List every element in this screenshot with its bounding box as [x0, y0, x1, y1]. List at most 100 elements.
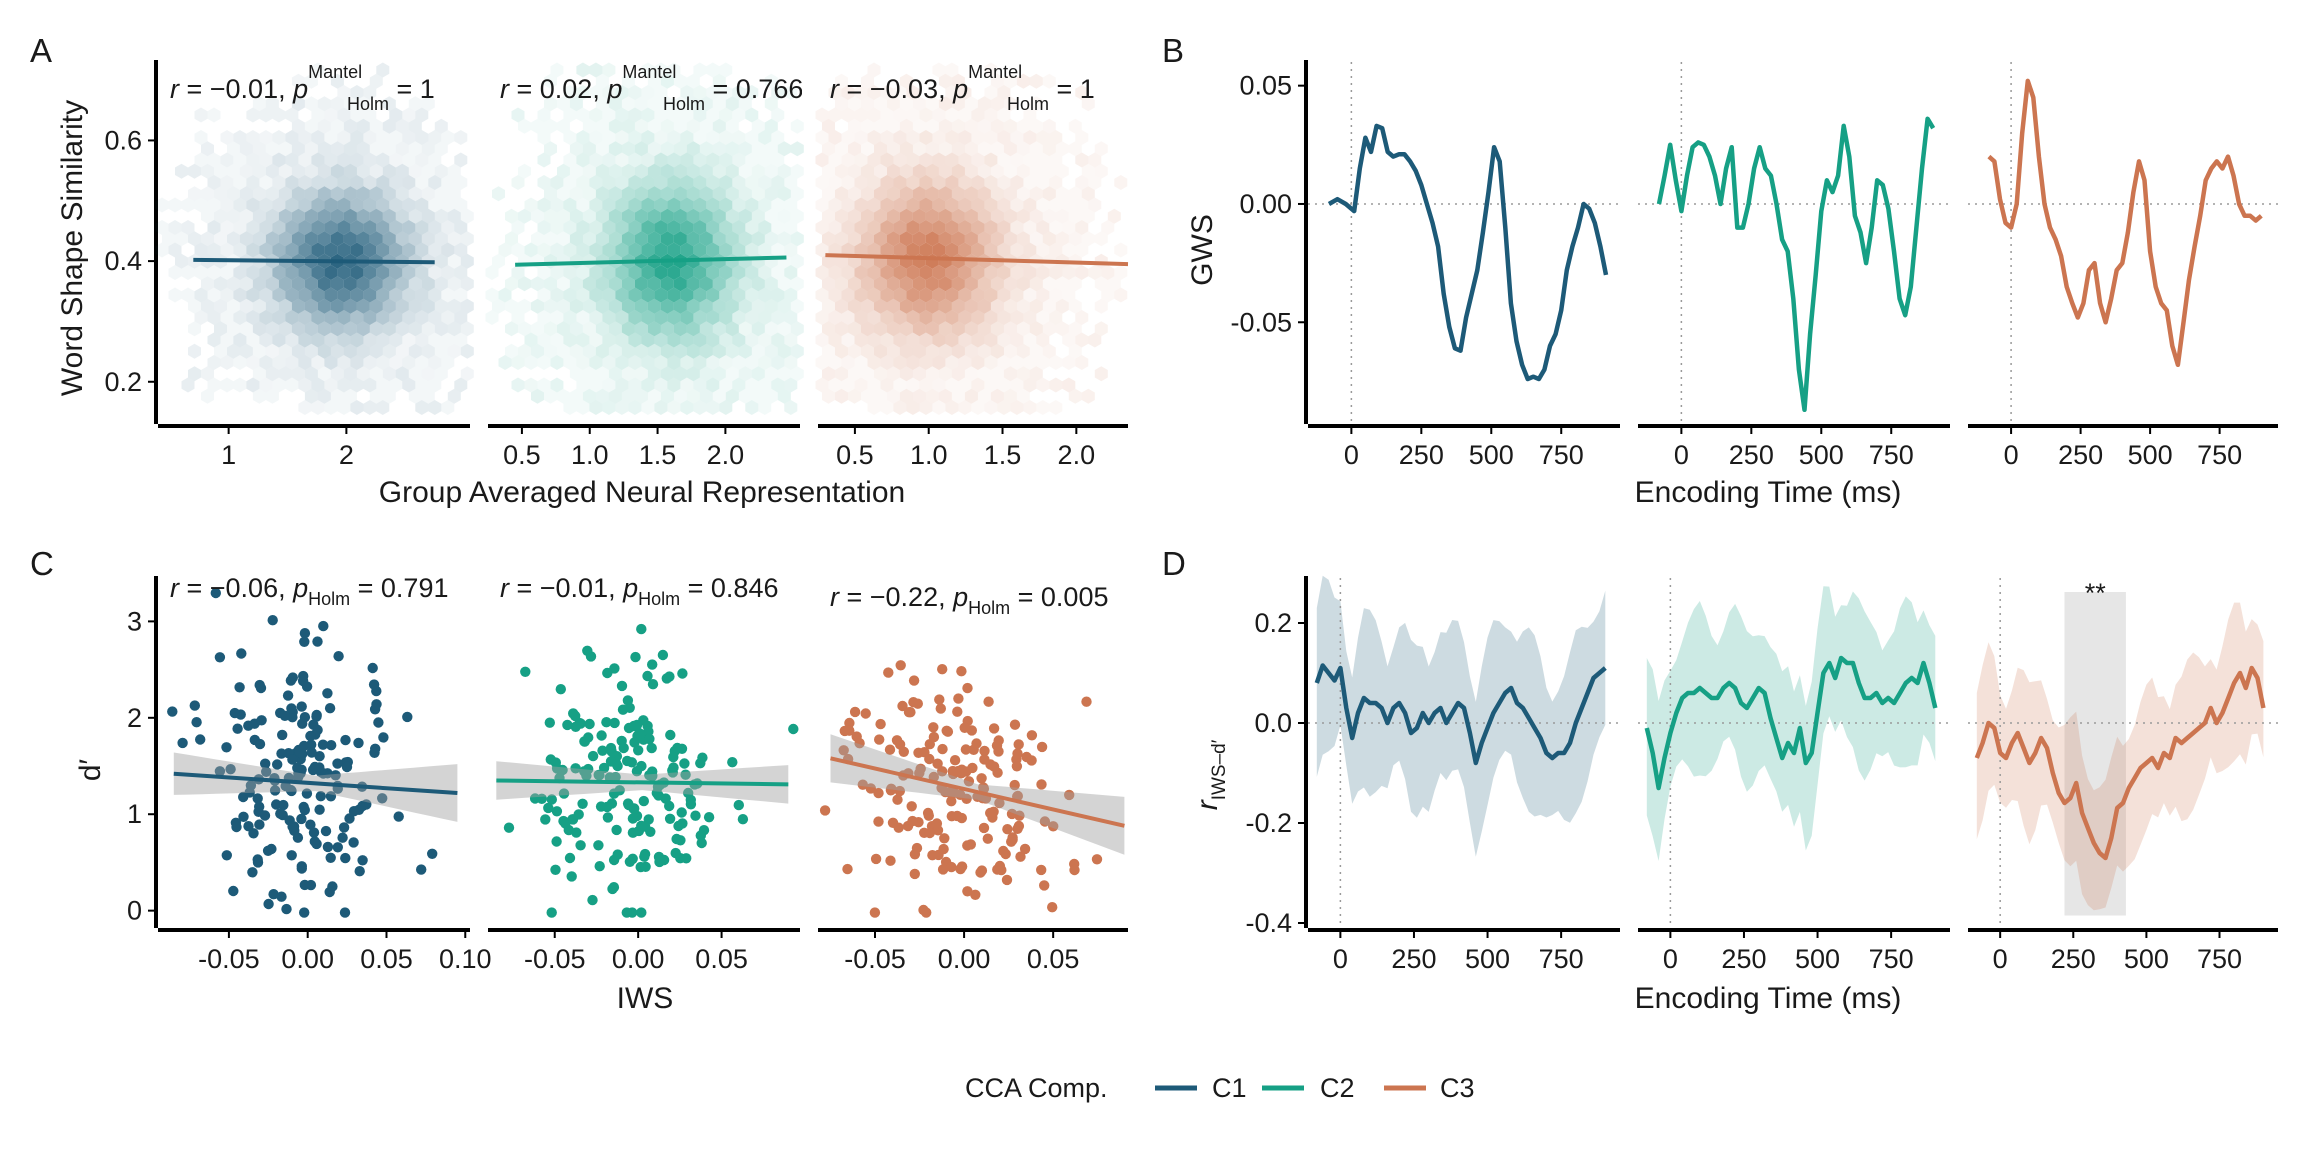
- hexbin-cell: [454, 265, 468, 280]
- hexbin-cell: [815, 287, 829, 303]
- hexbin-cell: [278, 366, 292, 382]
- hexbin-cell: [285, 265, 299, 280]
- hexbin-cell: [951, 96, 965, 112]
- hexbin-cell: [751, 231, 765, 247]
- panel-a-x-tick-label: 2: [339, 440, 354, 470]
- data-point: [529, 793, 541, 804]
- hexbin-cell: [758, 310, 772, 325]
- data-point: [939, 833, 950, 844]
- hexbin-cell: [220, 310, 234, 325]
- hexbin-cell: [415, 130, 429, 145]
- hexbin-cell: [563, 310, 577, 325]
- data-point: [584, 718, 595, 730]
- hexbin-cell: [861, 343, 874, 359]
- hexbin-cell: [899, 208, 913, 224]
- data-point: [234, 682, 245, 693]
- hexbin-cell: [214, 298, 227, 314]
- panel-b-ylabel: GWS: [1186, 214, 1219, 286]
- hexbin-cell: [1049, 287, 1063, 303]
- hexbin-cell: [938, 321, 952, 337]
- data-point: [908, 697, 919, 708]
- hexbin-cell: [330, 366, 344, 382]
- hexbin-cell: [984, 355, 998, 370]
- hexbin-cell: [343, 163, 357, 179]
- hexbin-cell: [732, 107, 746, 123]
- hexbin-cell: [764, 276, 778, 292]
- hexbin-cell: [447, 208, 461, 224]
- hexbin-cell: [764, 118, 778, 134]
- hexbin-cell: [563, 355, 577, 370]
- hexbin-cell: [887, 366, 900, 382]
- hexbin-cell: [912, 276, 926, 292]
- hexbin-cell: [673, 141, 687, 157]
- hexbin-cell: [408, 276, 422, 292]
- hexbin-cell: [582, 163, 596, 179]
- hexbin-cell: [771, 355, 785, 370]
- hexbin-cell: [563, 130, 577, 145]
- hexbin-cell: [951, 73, 965, 89]
- hexbin-cell: [330, 231, 344, 247]
- hexbin-cell: [673, 208, 687, 224]
- data-point: [1039, 880, 1050, 891]
- data-point: [962, 840, 973, 851]
- hexbin-cell: [848, 163, 861, 179]
- hexbin-cell: [634, 186, 648, 202]
- hexbin-cell: [492, 298, 505, 314]
- hexbin-cell: [1049, 152, 1063, 168]
- hexbin-cell: [356, 298, 370, 314]
- hexbin-cell: [298, 197, 312, 213]
- hexbin-cell: [544, 141, 557, 157]
- hexbin-cell: [285, 152, 299, 168]
- hexbin-cell: [376, 220, 390, 235]
- hexbin-cell: [259, 197, 273, 213]
- data-point: [633, 745, 644, 756]
- hexbin-cell: [634, 276, 648, 292]
- hexbin-cell: [363, 400, 377, 415]
- hexbin-cell: [220, 175, 234, 190]
- hexbin-cell: [984, 175, 998, 190]
- hexbin-cell: [460, 321, 474, 337]
- hexbin-cell: [848, 208, 861, 224]
- hexbin-cell: [1036, 310, 1050, 325]
- data-point: [909, 868, 920, 880]
- hexbin-cell: [984, 400, 998, 415]
- hexbin-cell: [706, 197, 720, 213]
- hexbin-cell: [861, 388, 874, 404]
- data-point: [1026, 730, 1038, 741]
- hexbin-cell: [745, 265, 759, 280]
- hexbin-cell: [854, 287, 868, 303]
- hexbin-cell: [460, 231, 474, 247]
- hexbin-cell: [706, 152, 720, 168]
- hexbin-cell: [582, 208, 596, 224]
- hexbin-cell: [278, 163, 292, 179]
- hexbin-cell: [621, 343, 635, 359]
- hexbin-cell: [259, 175, 273, 190]
- hexbin-cell: [919, 287, 933, 303]
- hexbin-cell: [350, 332, 364, 348]
- hexbin-cell: [654, 377, 668, 393]
- hexbin-cell: [343, 366, 357, 382]
- hexbin-cell: [324, 175, 338, 190]
- hexbin-cell: [595, 73, 609, 89]
- hexbin-cell: [524, 377, 538, 393]
- hexbin-cell: [524, 355, 538, 370]
- hexbin-cell: [964, 118, 978, 134]
- hexbin-cell: [751, 208, 765, 224]
- significance-stars: **: [2085, 578, 2107, 608]
- hexbin-cell: [259, 220, 273, 235]
- hexbin-cell: [181, 287, 195, 303]
- panel-c-annotation-c1: r = −0.06, pHolm = 0.791: [170, 573, 448, 609]
- hexbin-cell: [997, 152, 1011, 168]
- hexbin-cell: [893, 377, 907, 393]
- hexbin-cell: [828, 287, 842, 303]
- hexbin-cell: [369, 321, 383, 337]
- hexbin-cell: [557, 186, 570, 202]
- data-point: [948, 768, 959, 780]
- data-point: [322, 688, 333, 699]
- hexbin-cell: [402, 130, 416, 145]
- hexbin-cell: [712, 141, 726, 157]
- hexbin-cell: [634, 163, 648, 179]
- hexbin-cell: [977, 231, 991, 247]
- hexbin-cell: [408, 118, 422, 134]
- hexbin-cell: [932, 265, 946, 280]
